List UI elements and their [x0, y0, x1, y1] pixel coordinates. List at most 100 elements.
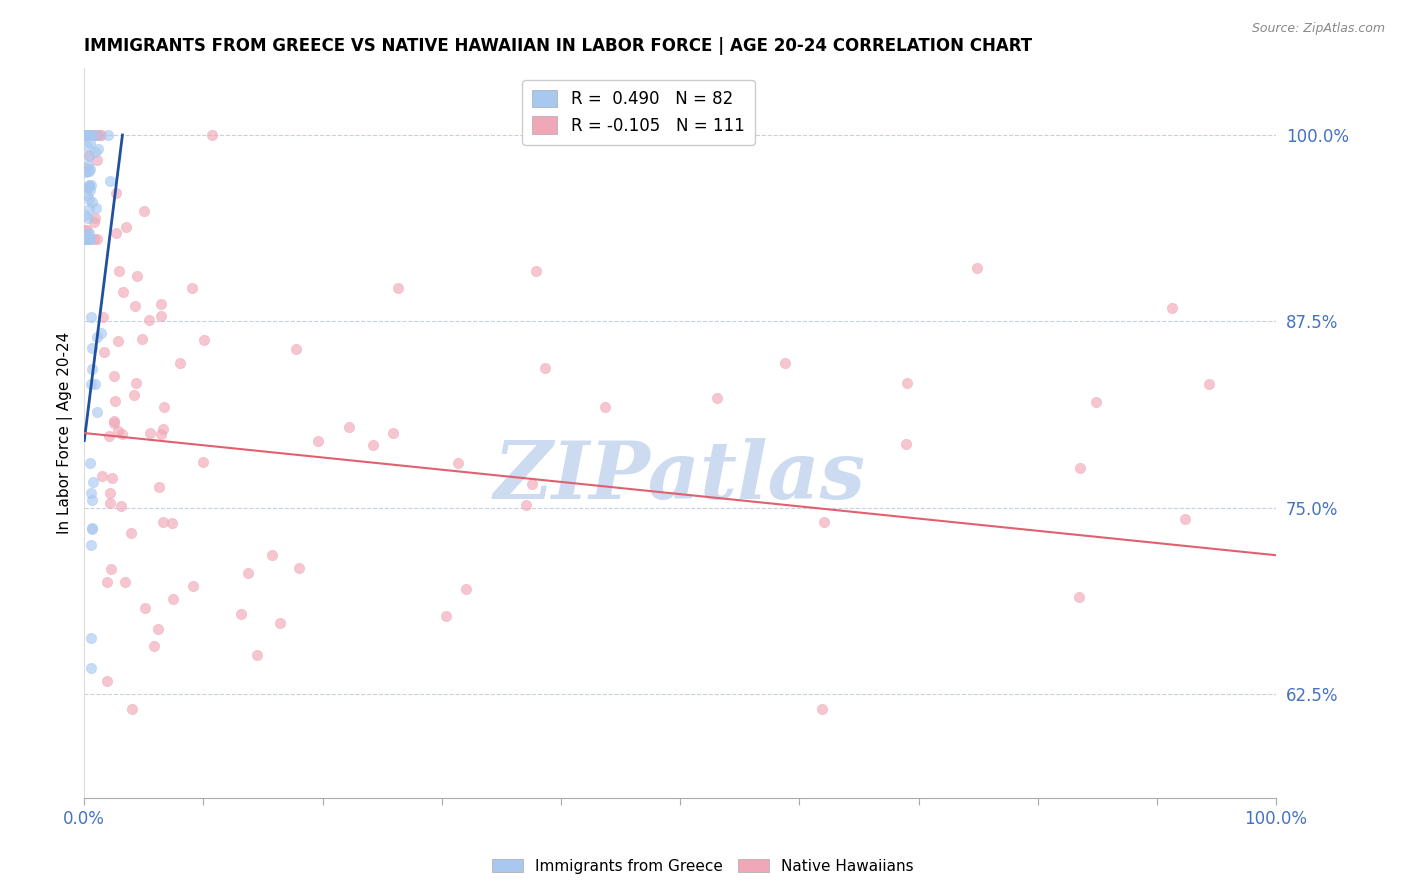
Point: [162, 592, 184, 607]
Point: [75, 161, 97, 175]
Point: [1084, 395, 1107, 409]
Point: [773, 355, 796, 369]
Point: [285, 343, 308, 357]
Point: [75, 128, 97, 142]
Point: [80, 522, 103, 536]
Point: [307, 434, 329, 449]
Point: [98, 496, 121, 510]
Point: [169, 356, 191, 370]
Point: [80, 661, 103, 675]
Point: [75, 128, 97, 142]
Point: [515, 498, 537, 512]
Point: [447, 456, 470, 470]
Point: [110, 499, 132, 513]
Point: [80, 538, 103, 552]
Point: [86, 405, 108, 419]
Point: [382, 426, 405, 441]
Point: [73, 232, 96, 246]
Point: [80, 521, 103, 535]
Point: [75, 232, 97, 246]
Point: [75, 232, 97, 246]
Point: [110, 427, 132, 442]
Point: [80, 486, 103, 500]
Point: [103, 416, 125, 430]
Point: [73, 208, 96, 222]
Point: [75, 223, 97, 237]
Point: [75, 232, 97, 246]
Point: [73, 232, 96, 246]
Point: [83, 232, 105, 246]
Point: [79, 232, 101, 246]
Point: [86, 128, 108, 142]
Legend: R =  0.490   N = 82, R = -0.105   N = 111: R = 0.490 N = 82, R = -0.105 N = 111: [523, 80, 755, 145]
Point: [96, 574, 118, 589]
Point: [77, 232, 100, 246]
Point: [77, 226, 100, 240]
Point: [76, 232, 98, 246]
Point: [80, 341, 103, 355]
Point: [262, 548, 284, 562]
Point: [76, 228, 98, 243]
Point: [86, 232, 108, 246]
Point: [236, 566, 259, 581]
Point: [125, 268, 148, 283]
Point: [76, 232, 98, 246]
Point: [91, 468, 114, 483]
Point: [80, 631, 103, 645]
Point: [84, 128, 107, 142]
Point: [80, 195, 103, 210]
Point: [90, 326, 112, 340]
Text: Source: ZipAtlas.com: Source: ZipAtlas.com: [1251, 22, 1385, 36]
Point: [80, 310, 103, 324]
Point: [107, 424, 129, 438]
Point: [139, 426, 162, 441]
Point: [77, 178, 100, 193]
Point: [79, 128, 101, 142]
Point: [124, 299, 146, 313]
Point: [90, 128, 112, 142]
Point: [593, 400, 616, 414]
Point: [86, 330, 108, 344]
Point: [76, 164, 98, 178]
Point: [152, 422, 174, 436]
Point: [77, 178, 100, 192]
Point: [98, 429, 121, 443]
Point: [76, 179, 98, 194]
Point: [148, 622, 170, 636]
Point: [104, 186, 127, 201]
Point: [80, 376, 103, 391]
Point: [148, 480, 170, 494]
Point: [534, 361, 557, 376]
Point: [114, 574, 136, 589]
Point: [103, 369, 125, 384]
Point: [201, 128, 224, 142]
Point: [288, 560, 311, 574]
Point: [77, 128, 100, 142]
Point: [83, 214, 105, 228]
Point: [138, 312, 160, 326]
Point: [75, 232, 97, 246]
Point: [1161, 301, 1184, 316]
Point: [76, 232, 98, 246]
Legend: Immigrants from Greece, Native Hawaiians: Immigrants from Greece, Native Hawaiians: [486, 853, 920, 880]
Point: [104, 393, 127, 408]
Point: [76, 232, 98, 246]
Point: [75, 232, 97, 246]
Y-axis label: In Labor Force | Age 20-24: In Labor Force | Age 20-24: [58, 332, 73, 534]
Point: [73, 232, 96, 246]
Point: [160, 516, 183, 531]
Point: [79, 136, 101, 150]
Point: [108, 264, 131, 278]
Point: [77, 202, 100, 216]
Point: [152, 515, 174, 529]
Text: ZIPatlas: ZIPatlas: [494, 438, 866, 516]
Point: [79, 128, 101, 142]
Point: [79, 128, 101, 142]
Point: [180, 281, 202, 295]
Point: [76, 232, 98, 246]
Point: [82, 475, 104, 489]
Point: [134, 203, 156, 218]
Point: [131, 332, 153, 346]
Point: [522, 476, 544, 491]
Point: [107, 334, 129, 348]
